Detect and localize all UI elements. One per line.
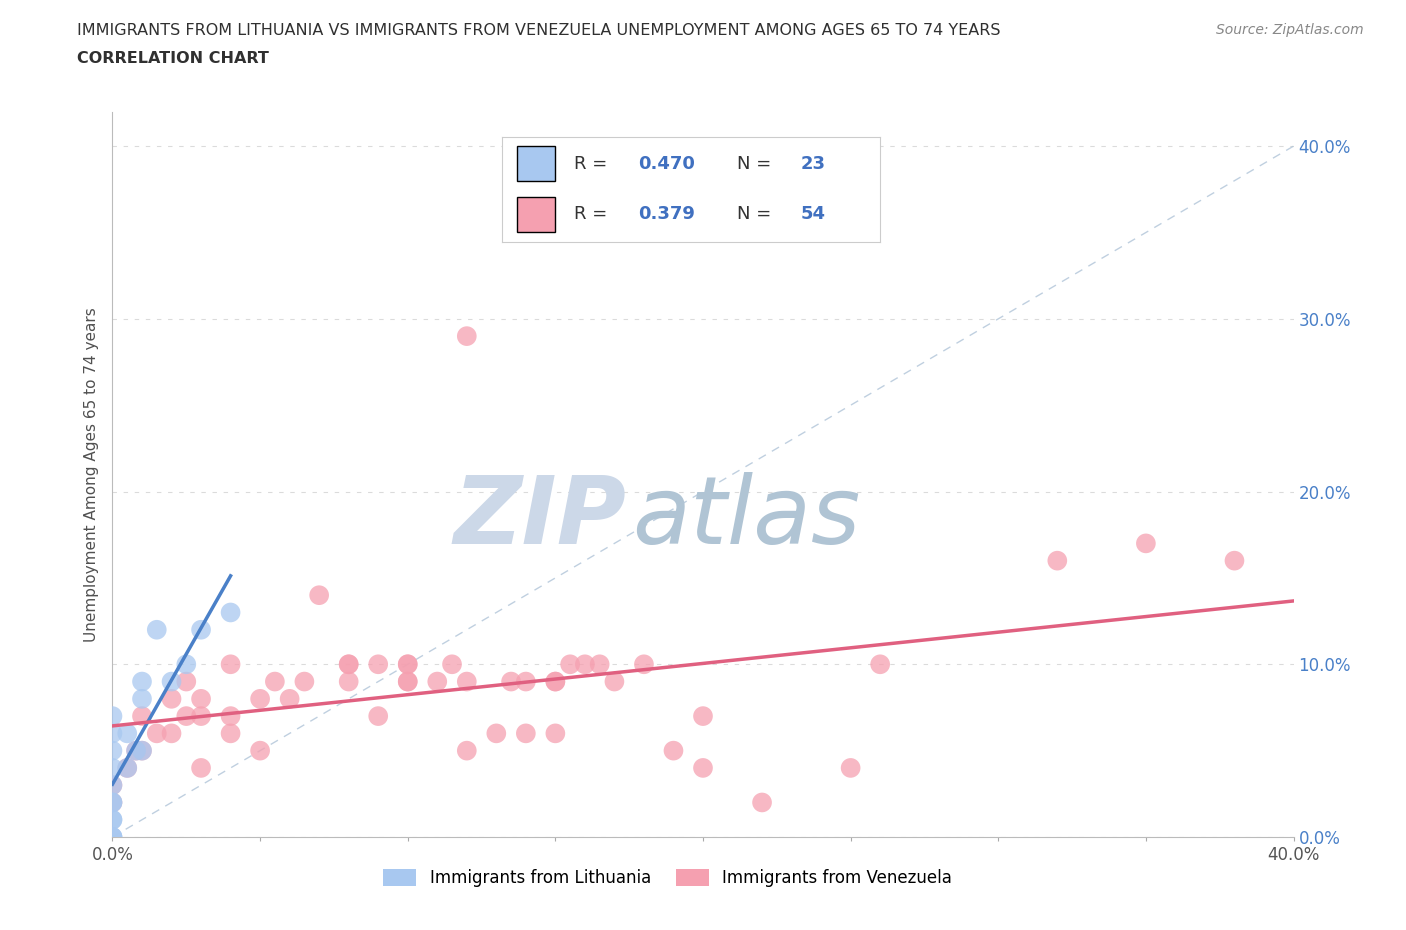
Point <box>337 674 360 689</box>
Point <box>131 674 153 689</box>
Point <box>441 657 464 671</box>
Point <box>396 674 419 689</box>
Point <box>544 726 567 741</box>
Point <box>558 657 582 671</box>
Point <box>125 743 148 758</box>
Point <box>456 328 478 343</box>
Point <box>146 622 169 637</box>
Point <box>190 691 212 706</box>
Point <box>117 726 138 741</box>
Point <box>426 674 449 689</box>
Point <box>101 777 124 792</box>
Point <box>117 761 138 776</box>
Text: ZIP: ZIP <box>453 472 626 564</box>
Point <box>633 657 655 671</box>
Point <box>603 674 626 689</box>
Point <box>501 674 523 689</box>
Point <box>101 795 124 810</box>
Point <box>131 743 153 758</box>
Point <box>131 709 153 724</box>
Text: atlas: atlas <box>633 472 860 564</box>
Point <box>692 709 714 724</box>
Point <box>292 674 315 689</box>
Point <box>160 674 183 689</box>
Point <box>337 657 360 671</box>
Legend: Immigrants from Lithuania, Immigrants from Venezuela: Immigrants from Lithuania, Immigrants fr… <box>377 862 959 894</box>
Point <box>396 657 419 671</box>
Point <box>839 761 862 776</box>
Point <box>1135 536 1157 551</box>
Point <box>190 761 212 776</box>
Point <box>219 726 242 741</box>
Point <box>101 812 124 827</box>
Point <box>101 830 124 844</box>
Point <box>1223 553 1246 568</box>
Point <box>101 812 124 827</box>
Point <box>160 726 183 741</box>
Point <box>174 674 197 689</box>
Point <box>174 709 197 724</box>
Point <box>515 726 537 741</box>
Point <box>869 657 891 671</box>
Point <box>249 691 271 706</box>
Point <box>662 743 685 758</box>
Point <box>101 830 124 844</box>
Point <box>190 709 212 724</box>
Point <box>131 743 153 758</box>
Text: IMMIGRANTS FROM LITHUANIA VS IMMIGRANTS FROM VENEZUELA UNEMPLOYMENT AMONG AGES 6: IMMIGRANTS FROM LITHUANIA VS IMMIGRANTS … <box>77 23 1001 38</box>
Point <box>588 657 610 671</box>
Point <box>544 674 567 689</box>
Point <box>101 761 124 776</box>
Point <box>101 709 124 724</box>
Point <box>308 588 330 603</box>
Point <box>456 743 478 758</box>
Point <box>396 674 419 689</box>
Text: Source: ZipAtlas.com: Source: ZipAtlas.com <box>1216 23 1364 37</box>
Point <box>544 674 567 689</box>
Point <box>174 657 197 671</box>
Point <box>751 795 773 810</box>
Point <box>219 657 242 671</box>
Point <box>264 674 287 689</box>
Point <box>101 777 124 792</box>
Point <box>190 622 212 637</box>
Point <box>117 761 138 776</box>
Point <box>367 657 389 671</box>
Point <box>101 726 124 741</box>
Point <box>1046 553 1069 568</box>
Point <box>219 709 242 724</box>
Point <box>692 761 714 776</box>
Point <box>515 674 537 689</box>
Point <box>574 657 596 671</box>
Point <box>101 795 124 810</box>
Point <box>146 726 169 741</box>
Point <box>219 605 242 620</box>
Point <box>278 691 301 706</box>
Point <box>125 743 148 758</box>
Point <box>456 674 478 689</box>
Point <box>101 743 124 758</box>
Point <box>367 709 389 724</box>
Point <box>396 657 419 671</box>
Point <box>131 691 153 706</box>
Point <box>101 830 124 844</box>
Point <box>249 743 271 758</box>
Point <box>160 691 183 706</box>
Y-axis label: Unemployment Among Ages 65 to 74 years: Unemployment Among Ages 65 to 74 years <box>84 307 100 642</box>
Point <box>337 657 360 671</box>
Text: CORRELATION CHART: CORRELATION CHART <box>77 51 269 66</box>
Point <box>101 795 124 810</box>
Point <box>485 726 508 741</box>
